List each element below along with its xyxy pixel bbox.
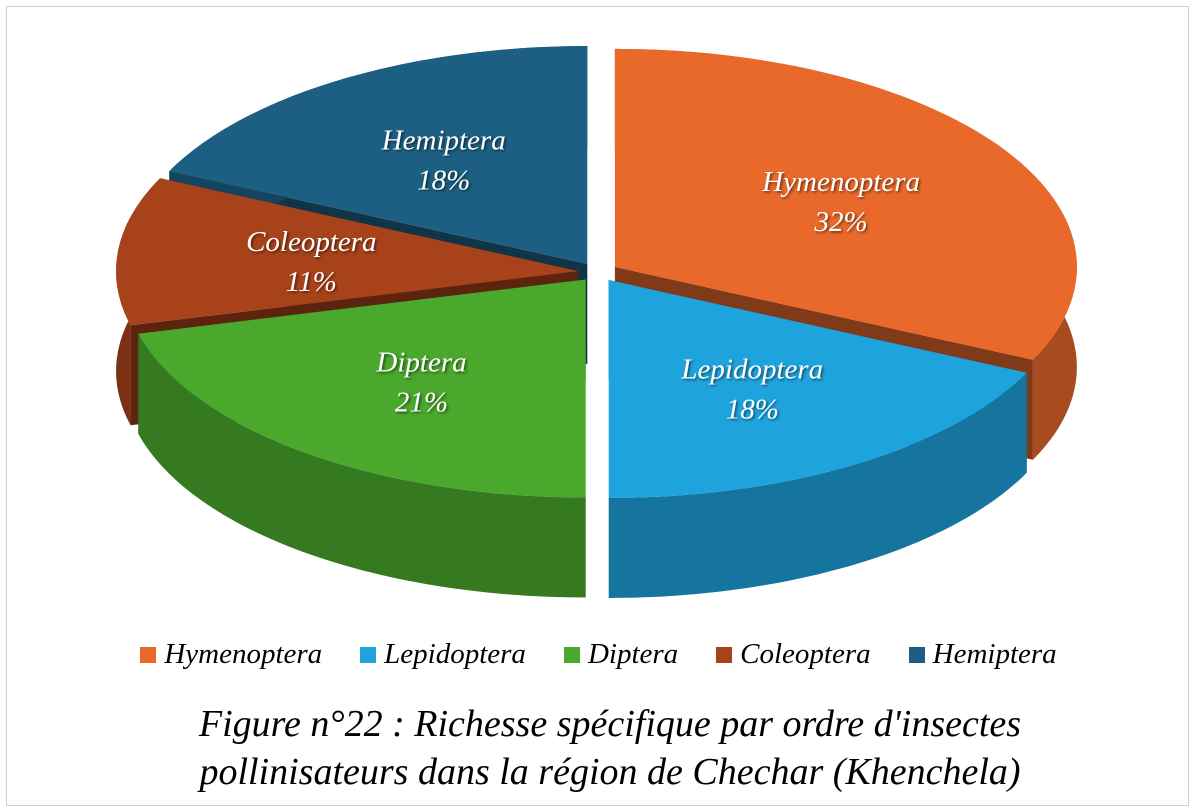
slice-top	[169, 46, 588, 264]
slice-value-label: 18%	[726, 394, 779, 426]
slice-value-label: 18%	[417, 164, 470, 196]
legend-swatch	[908, 646, 925, 663]
slice-value-label: 11%	[286, 266, 337, 298]
legend-label: Hemiptera	[932, 638, 1057, 670]
frame	[6, 6, 1189, 806]
legend-swatch	[140, 646, 157, 663]
legend-item: Coleoptera	[716, 638, 871, 671]
legend-item: Lepidoptera	[360, 638, 526, 671]
slice-top	[138, 279, 586, 498]
slice-top	[614, 48, 1077, 360]
legend-label: Diptera	[587, 638, 679, 670]
legend-label: Lepidoptera	[384, 638, 526, 670]
slice-top	[608, 280, 1027, 498]
slice-category-label: Lepidoptera	[680, 354, 823, 386]
slice-top	[116, 178, 579, 326]
slice-wall	[608, 372, 1027, 598]
slice-value-label: 21%	[395, 386, 448, 418]
slice	[138, 279, 586, 598]
chart: Hymenoptera 32% Lepidoptera 18% Diptera 21% Co…	[116, 46, 1077, 598]
slice-value-label: 32%	[814, 206, 868, 238]
slice-category-label: Hemiptera	[381, 124, 506, 156]
slice-wall	[138, 333, 586, 598]
legend-label: Hymenoptera	[164, 638, 323, 670]
legend-item: Diptera	[563, 638, 679, 671]
legend-label: Coleoptera	[740, 638, 871, 670]
legend-swatch	[360, 646, 377, 663]
slice-category-label: Coleoptera	[246, 226, 377, 258]
legend-swatch	[716, 646, 733, 663]
legend: Hymenoptera Lepidoptera Diptera Coleoptera H…	[0, 638, 1197, 671]
legend-item: Hemiptera	[908, 638, 1057, 671]
slice	[608, 280, 1027, 598]
chart-title: Figure n°22 : Richesse spécifique par or…	[198, 703, 1022, 793]
slice-category-label: Diptera	[375, 346, 466, 378]
legend-swatch	[563, 646, 580, 663]
slice-category-label: Hymenoptera	[761, 166, 920, 198]
legend-item: Hymenoptera	[140, 638, 322, 671]
